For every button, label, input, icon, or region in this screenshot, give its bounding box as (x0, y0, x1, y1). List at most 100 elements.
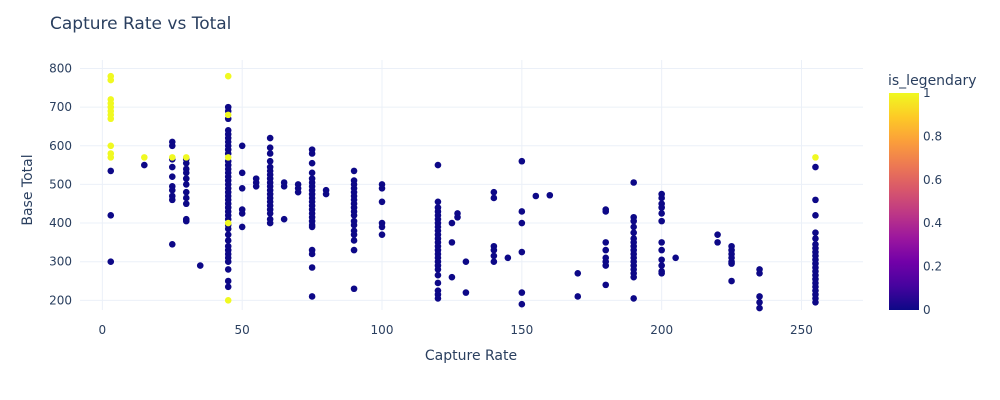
non-legendary-point (630, 295, 637, 302)
non-legendary-point (182, 217, 190, 225)
non-legendary-point (224, 258, 232, 266)
non-legendary-point (490, 246, 498, 254)
y-tick-label: 300 (49, 255, 72, 269)
non-legendary-point (378, 184, 386, 192)
legendary-point (141, 154, 148, 161)
y-tick-label: 400 (49, 216, 72, 230)
non-legendary-point (252, 183, 260, 190)
non-legendary-point (812, 196, 819, 204)
non-legendary-point (238, 210, 246, 217)
non-legendary-point (518, 208, 526, 215)
x-tick-label: 100 (371, 323, 394, 337)
non-legendary-point (107, 167, 115, 175)
non-legendary-point (182, 169, 190, 177)
x-axis-title: Capture Rate (425, 348, 517, 364)
non-legendary-point (490, 252, 498, 260)
y-tick-label: 200 (49, 293, 72, 307)
non-legendary-point (574, 269, 582, 277)
non-legendary-point (434, 271, 442, 279)
colorbar-tick-label: 0 (923, 303, 931, 317)
y-tick-labels: 200 300 400 500 600 700 800 (49, 62, 72, 308)
non-legendary-point (462, 258, 470, 266)
colorbar-tick-label: 0.2 (923, 260, 942, 274)
non-legendary-point (107, 212, 115, 219)
non-legendary-point (448, 219, 456, 227)
non-legendary-point (168, 142, 176, 150)
non-legendary-point (350, 221, 358, 229)
non-legendary-point (266, 157, 274, 165)
non-legendary-point (168, 241, 176, 248)
non-legendary-point (630, 229, 637, 237)
non-legendary-point (630, 217, 637, 225)
non-legendary-point (658, 210, 665, 217)
non-legendary-point (658, 239, 665, 246)
non-legendary-point (462, 289, 470, 296)
non-legendary-point (546, 191, 554, 199)
non-legendary-point (812, 235, 819, 242)
non-legendary-point (350, 246, 358, 254)
non-legendary-point (672, 254, 679, 262)
non-legendary-point (182, 181, 190, 188)
non-legendary-point (266, 150, 274, 157)
non-legendary-point (308, 169, 316, 177)
non-legendary-point (490, 194, 498, 202)
non-legendary-point (224, 266, 232, 273)
non-legendary-point (196, 262, 204, 269)
x-tick-label: 250 (790, 323, 813, 337)
non-legendary-point (574, 293, 582, 300)
chart-title: Capture Rate vs Total (50, 14, 231, 34)
non-legendary-point (658, 204, 665, 211)
non-legendary-point (107, 258, 115, 266)
y-tick-label: 700 (49, 100, 72, 114)
non-legendary-point (350, 212, 358, 219)
non-legendary-point (602, 208, 610, 215)
non-legendary-point (490, 258, 498, 266)
non-legendary-point (168, 196, 176, 204)
legendary-point (107, 142, 115, 150)
non-legendary-point (658, 246, 665, 254)
data-points (107, 72, 819, 312)
non-legendary-point (812, 229, 819, 237)
non-legendary-point (602, 239, 610, 246)
non-legendary-point (658, 256, 665, 264)
non-legendary-point (378, 231, 386, 238)
non-legendary-point (266, 219, 274, 227)
non-legendary-point (182, 159, 190, 167)
non-legendary-point (378, 223, 386, 231)
y-axis-title: Base Total (20, 154, 36, 225)
non-legendary-point (322, 190, 330, 198)
non-legendary-point (630, 179, 637, 186)
y-tick-label: 600 (49, 139, 72, 153)
non-legendary-point (490, 188, 498, 196)
x-tick-label: 150 (510, 323, 533, 337)
non-legendary-point (756, 298, 763, 306)
legendary-point (168, 154, 176, 161)
non-legendary-point (141, 161, 148, 169)
non-legendary-point (266, 210, 274, 217)
non-legendary-point (714, 239, 721, 246)
non-legendary-point (280, 215, 288, 223)
non-legendary-point (280, 183, 288, 190)
non-legendary-point (350, 237, 358, 244)
non-legendary-point (658, 194, 665, 202)
non-legendary-point (378, 198, 386, 206)
legendary-point (107, 154, 115, 161)
non-legendary-point (308, 250, 316, 258)
non-legendary-point (518, 300, 526, 308)
non-legendary-point (434, 295, 442, 302)
legendary-point (224, 111, 232, 119)
non-legendary-point (714, 231, 721, 238)
legendary-point (224, 72, 232, 80)
plot-area (80, 60, 863, 310)
non-legendary-point (728, 260, 735, 267)
non-legendary-point (182, 194, 190, 202)
x-tick-label: 200 (650, 323, 673, 337)
non-legendary-point (602, 246, 610, 254)
non-legendary-point (238, 223, 246, 231)
non-legendary-point (350, 285, 358, 293)
non-legendary-point (168, 186, 176, 194)
colorbar-gradient (889, 93, 919, 310)
non-legendary-point (238, 169, 246, 177)
non-legendary-point (630, 273, 637, 281)
